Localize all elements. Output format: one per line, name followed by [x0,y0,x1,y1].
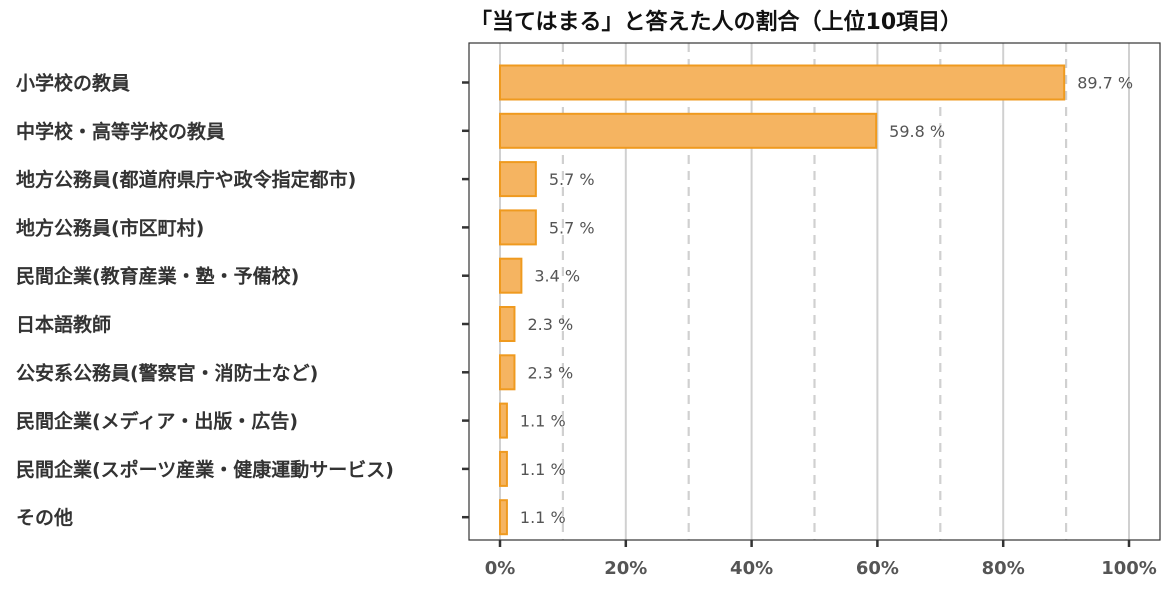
category-label: 民間企業(スポーツ産業・健康運動サービス) [16,458,394,481]
data-label: 2.3 % [527,363,573,382]
category-label: 小学校の教員 [16,72,130,95]
bar-layer [499,64,1066,536]
bar [499,209,537,246]
bar [499,450,508,487]
x-tick-label: 20% [604,558,647,579]
data-label: 1.1 % [520,508,566,527]
category-label: その他 [16,506,73,529]
plot-frame [468,42,1161,541]
category-label: 日本語教師 [16,313,111,336]
category-label: 民間企業(教育産業・塾・予備校) [16,265,299,288]
bar [499,257,523,294]
data-label: 2.3 % [527,315,573,334]
x-tick-label: 80% [982,558,1025,579]
bar [499,499,508,536]
data-label: 89.7 % [1077,74,1133,93]
category-label: 中学校・高等学校の教員 [16,120,225,143]
bar [499,354,516,391]
bar [499,64,1066,101]
data-label: 5.7 % [549,218,595,237]
data-label: 1.1 % [520,412,566,431]
data-label: 5.7 % [549,170,595,189]
category-label: 公安系公務員(警察官・消防士など) [16,361,318,384]
chart-title: 「当てはまる」と答えた人の割合（上位10項目） [470,10,963,35]
bar [499,402,508,439]
category-label: 民間企業(メディア・出版・広告) [16,410,298,433]
x-tick-label: 40% [730,558,773,579]
data-label: 59.8 % [889,122,945,141]
category-label: 地方公務員(市区町村) [16,216,204,239]
axis-layer: 0% 20% 40% 60% 80% 100% [462,81,1157,579]
bar [499,306,516,342]
data-label: 1.1 % [520,460,566,479]
bar [499,161,537,198]
bar [499,112,878,149]
x-tick-label: 60% [856,558,899,579]
label-layer: 89.7 % 小学校の教員 59.8 % 中学校・高等学校の教員 5.7 % 地方公務員(… [16,72,1133,530]
x-tick-label: 0% [485,558,516,579]
x-tick-label: 100% [1101,558,1157,579]
data-label: 3.4 % [534,267,580,286]
category-label: 地方公務員(都道府県庁や政令指定都市) [16,168,356,191]
